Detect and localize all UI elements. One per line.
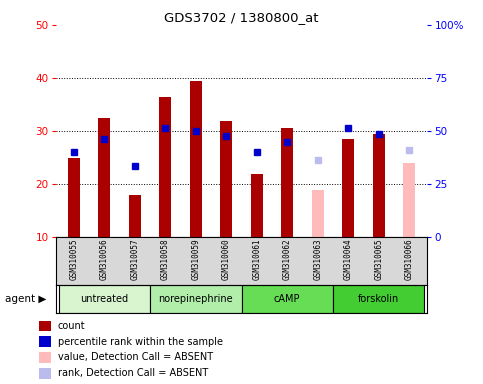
- Bar: [372, 134, 385, 237]
- Bar: [220, 121, 232, 237]
- Text: cAMP: cAMP: [274, 294, 300, 304]
- Text: rank, Detection Call = ABSENT: rank, Detection Call = ABSENT: [58, 368, 208, 378]
- Bar: [312, 190, 324, 237]
- Text: GSM310059: GSM310059: [191, 239, 200, 280]
- Text: GSM310062: GSM310062: [283, 239, 292, 280]
- Text: GSM310066: GSM310066: [405, 239, 413, 280]
- Text: GSM310056: GSM310056: [100, 239, 109, 280]
- Bar: [98, 118, 111, 237]
- Text: agent ▶: agent ▶: [5, 294, 46, 304]
- Bar: [242, 285, 333, 313]
- Bar: [150, 285, 242, 313]
- Text: GSM310057: GSM310057: [130, 239, 139, 280]
- Text: GSM310060: GSM310060: [222, 239, 231, 280]
- Bar: [281, 129, 293, 237]
- Text: percentile rank within the sample: percentile rank within the sample: [58, 337, 223, 347]
- Bar: [403, 163, 415, 237]
- Text: GSM310064: GSM310064: [344, 239, 353, 280]
- Text: untreated: untreated: [80, 294, 128, 304]
- Bar: [58, 285, 150, 313]
- Bar: [68, 158, 80, 237]
- Text: GSM310055: GSM310055: [70, 239, 78, 280]
- Text: forskolin: forskolin: [358, 294, 399, 304]
- Bar: [251, 174, 263, 237]
- Bar: [159, 97, 171, 237]
- Text: count: count: [58, 321, 85, 331]
- Text: value, Detection Call = ABSENT: value, Detection Call = ABSENT: [58, 353, 213, 362]
- Text: GSM310058: GSM310058: [161, 239, 170, 280]
- Text: GSM310063: GSM310063: [313, 239, 322, 280]
- Bar: [333, 285, 425, 313]
- Text: GSM310061: GSM310061: [252, 239, 261, 280]
- Bar: [128, 195, 141, 237]
- Text: GSM310065: GSM310065: [374, 239, 383, 280]
- Title: GDS3702 / 1380800_at: GDS3702 / 1380800_at: [164, 11, 319, 24]
- Bar: [190, 81, 202, 237]
- Text: norepinephrine: norepinephrine: [158, 294, 233, 304]
- Bar: [342, 139, 355, 237]
